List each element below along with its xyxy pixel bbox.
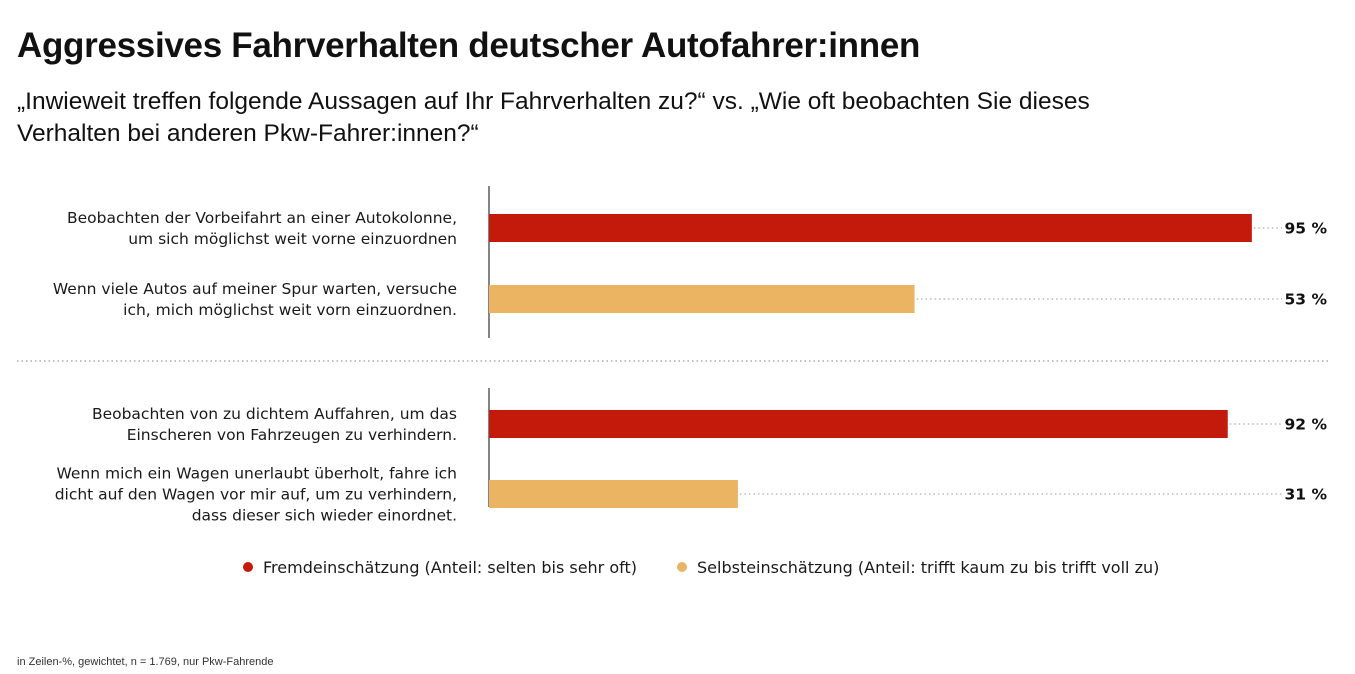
- category-label: Beobachten der Vorbeifahrt an einer Auto…: [67, 209, 457, 227]
- category-label: Beobachten von zu dichtem Auffahren, um …: [92, 405, 457, 423]
- bar-chart: 95 % Beobachten der Vorbeifahrt an einer …: [17, 186, 1330, 577]
- legend-label: Fremdeinschätzung (Anteil: selten bis se…: [263, 558, 637, 577]
- chart-title: Aggressives Fahrverhalten deutscher Auto…: [17, 26, 921, 65]
- bar-selbst: [489, 285, 915, 313]
- category-label: um sich möglichst weit vorne einzuordnen: [128, 230, 457, 248]
- value-label: 53 %: [1285, 291, 1328, 309]
- category-label: Einscheren von Fahrzeugen zu verhindern.: [127, 426, 457, 444]
- bar-selbst: [489, 480, 738, 508]
- category-label: dass dieser sich wieder einordnet.: [192, 507, 457, 525]
- subtitle-line-1: „Inwieweit treffen folgende Aussagen auf…: [17, 88, 1090, 115]
- value-label: 92 %: [1285, 416, 1328, 434]
- category-label: ich, mich möglichst weit vorn einzuordne…: [123, 301, 457, 319]
- bar-fremd: [489, 214, 1252, 242]
- category-label: dicht auf den Wagen vor mir auf, um zu v…: [55, 486, 457, 504]
- chart-subtitle: „Inwieweit treffen folgende Aussagen auf…: [17, 86, 1307, 150]
- legend-label: Selbsteinschätzung (Anteil: trifft kaum …: [697, 558, 1159, 577]
- value-label: 95 %: [1285, 220, 1328, 238]
- legend-marker-fremd: [243, 562, 253, 572]
- legend-marker-selbst: [677, 562, 687, 572]
- value-label: 31 %: [1285, 486, 1328, 504]
- footnote: in Zeilen-%, gewichtet, n = 1.769, nur P…: [17, 656, 274, 668]
- category-label: Wenn viele Autos auf meiner Spur warten,…: [53, 280, 457, 298]
- bar-fremd: [489, 410, 1228, 438]
- category-label: Wenn mich ein Wagen unerlaubt überholt, …: [56, 465, 457, 483]
- subtitle-line-2: Verhalten bei anderen Pkw-Fahrer:innen?“: [17, 120, 479, 147]
